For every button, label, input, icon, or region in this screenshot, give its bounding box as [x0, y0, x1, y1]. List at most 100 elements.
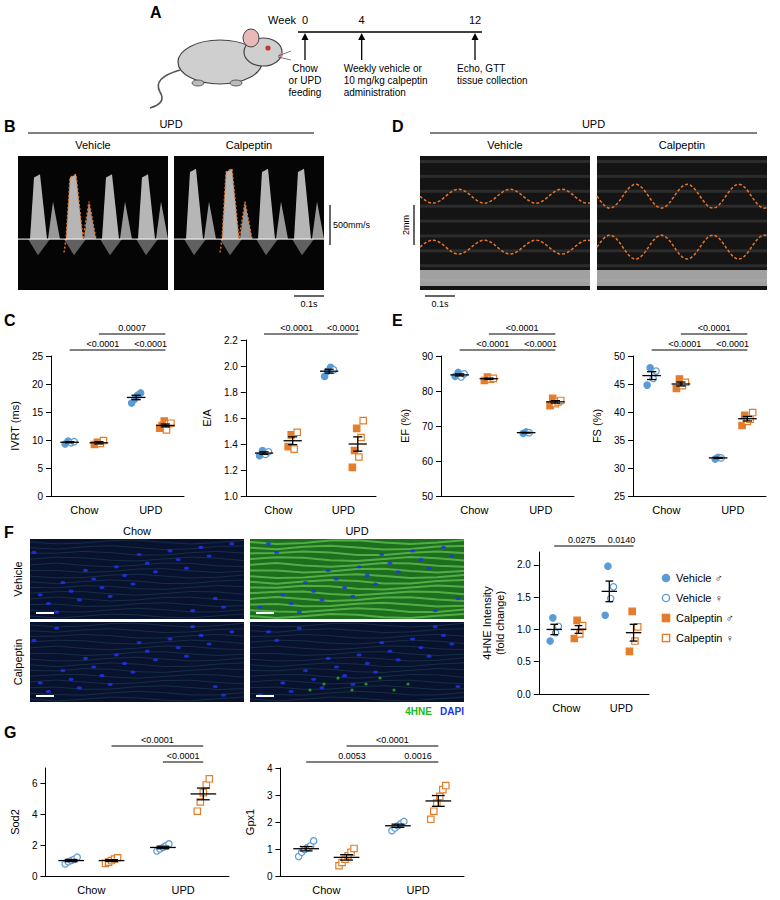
svg-text:2: 2: [32, 840, 38, 851]
svg-text:40: 40: [614, 407, 626, 418]
svg-text:Gpx1: Gpx1: [244, 809, 256, 835]
svg-text:0: 0: [32, 871, 38, 882]
svg-text:<0.0001: <0.0001: [86, 339, 119, 349]
svg-text:F: F: [4, 524, 14, 541]
svg-text:25: 25: [32, 351, 44, 362]
svg-text:Calpeptin: Calpeptin: [226, 139, 272, 151]
svg-text:<0.0001: <0.0001: [506, 323, 539, 333]
svg-text:0.0053: 0.0053: [338, 751, 366, 761]
svg-text:DAPI: DAPI: [440, 706, 464, 717]
svg-text:EF (%): EF (%): [399, 409, 411, 443]
svg-text:80: 80: [422, 386, 434, 397]
svg-text:4: 4: [359, 14, 365, 26]
svg-text:4HNE Intensity: 4HNE Intensity: [481, 586, 493, 660]
svg-text:Chow: Chow: [552, 702, 580, 714]
svg-text:Weekly vehicle or: Weekly vehicle or: [344, 63, 423, 74]
svg-text:<0.0001: <0.0001: [716, 339, 749, 349]
svg-text:6: 6: [32, 778, 38, 789]
svg-text:0: 0: [302, 14, 308, 26]
svg-text:0.0: 0.0: [517, 689, 531, 700]
svg-text:2mm: 2mm: [401, 215, 411, 235]
svg-text:15: 15: [32, 407, 44, 418]
svg-text:Chow: Chow: [460, 504, 488, 516]
svg-text:60: 60: [422, 456, 434, 467]
svg-text:Vehicle: Vehicle: [487, 139, 522, 151]
svg-text:E/A: E/A: [201, 408, 213, 426]
svg-text:<0.0001: <0.0001: [476, 339, 509, 349]
svg-text:0.0016: 0.0016: [404, 751, 432, 761]
svg-text:UPD: UPD: [406, 884, 429, 896]
svg-text:UPD: UPD: [345, 525, 368, 537]
svg-text:Echo, GTT: Echo, GTT: [457, 63, 505, 74]
svg-text:UPD: UPD: [721, 504, 744, 516]
svg-text:Calpeptin: Calpeptin: [659, 139, 705, 151]
svg-text:UPD: UPD: [332, 504, 355, 516]
svg-text:1.4: 1.4: [224, 439, 238, 450]
svg-text:45: 45: [614, 379, 626, 390]
svg-text:Calpeptin ♀: Calpeptin ♀: [676, 632, 734, 644]
svg-text:IVRT (ms): IVRT (ms): [9, 401, 21, 451]
svg-text:3: 3: [267, 790, 273, 801]
svg-text:10 mg/kg calpeptin: 10 mg/kg calpeptin: [344, 75, 428, 86]
svg-text:25: 25: [614, 491, 626, 502]
svg-text:<0.0001: <0.0001: [668, 339, 701, 349]
svg-text:B: B: [4, 118, 16, 135]
svg-text:Calpeptin: Calpeptin: [12, 639, 24, 685]
svg-text:FS (%): FS (%): [591, 409, 603, 443]
svg-text:1.6: 1.6: [224, 413, 238, 424]
svg-text:<0.0001: <0.0001: [280, 323, 313, 333]
svg-text:4: 4: [32, 809, 38, 820]
svg-text:UPD: UPD: [529, 504, 552, 516]
svg-text:UPD: UPD: [582, 118, 605, 130]
svg-text:0.0275: 0.0275: [568, 535, 596, 545]
svg-text:0.0007: 0.0007: [118, 323, 146, 333]
svg-text:10: 10: [32, 435, 44, 446]
svg-text:Vehicle: Vehicle: [12, 561, 24, 596]
svg-text:70: 70: [422, 421, 434, 432]
svg-text:Vehicle: Vehicle: [75, 139, 110, 151]
svg-text:Calpeptin ♂: Calpeptin ♂: [676, 612, 734, 624]
svg-text:1.8: 1.8: [224, 387, 238, 398]
svg-text:G: G: [4, 724, 16, 741]
svg-text:50: 50: [422, 491, 434, 502]
svg-text:C: C: [4, 312, 16, 329]
svg-text:Vehicle ♀: Vehicle ♀: [676, 592, 723, 604]
svg-text:<0.0001: <0.0001: [141, 735, 174, 745]
svg-text:Chow: Chow: [77, 884, 105, 896]
svg-text:administration: administration: [344, 87, 406, 98]
svg-text:50: 50: [614, 351, 626, 362]
svg-text:30: 30: [614, 463, 626, 474]
svg-text:0: 0: [267, 871, 273, 882]
svg-text:tissue collection: tissue collection: [457, 75, 528, 86]
svg-text:5: 5: [37, 463, 43, 474]
svg-text:2.0: 2.0: [517, 559, 531, 570]
svg-text:Chow: Chow: [123, 525, 151, 537]
svg-text:90: 90: [422, 351, 434, 362]
svg-text:UPD: UPD: [139, 504, 162, 516]
svg-text:Chow: Chow: [264, 504, 292, 516]
svg-text:Chow: Chow: [312, 884, 340, 896]
svg-text:<0.0001: <0.0001: [698, 323, 731, 333]
svg-text:UPD: UPD: [610, 702, 633, 714]
svg-text:UPD: UPD: [171, 884, 194, 896]
svg-text:1.2: 1.2: [224, 465, 238, 476]
svg-text:1.0: 1.0: [517, 624, 531, 635]
svg-text:E: E: [392, 312, 403, 329]
svg-text:4HNE: 4HNE: [405, 706, 432, 717]
svg-text:<0.0001: <0.0001: [524, 339, 557, 349]
svg-text:Chow: Chow: [292, 63, 318, 74]
svg-text:2: 2: [267, 817, 273, 828]
svg-text:0.1s: 0.1s: [300, 299, 318, 309]
svg-text:0.1s: 0.1s: [431, 299, 449, 309]
svg-text:D: D: [392, 118, 404, 135]
svg-text:Chow: Chow: [70, 504, 98, 516]
svg-text:Sod2: Sod2: [9, 809, 21, 835]
svg-text:<0.0001: <0.0001: [167, 751, 200, 761]
svg-text:feeding: feeding: [289, 87, 322, 98]
svg-text:1.0: 1.0: [224, 491, 238, 502]
svg-text:0.5: 0.5: [517, 656, 531, 667]
svg-text:20: 20: [32, 379, 44, 390]
svg-text:or UPD: or UPD: [289, 75, 322, 86]
svg-text:Vehicle ♂: Vehicle ♂: [676, 572, 723, 584]
svg-text:<0.0001: <0.0001: [327, 323, 360, 333]
